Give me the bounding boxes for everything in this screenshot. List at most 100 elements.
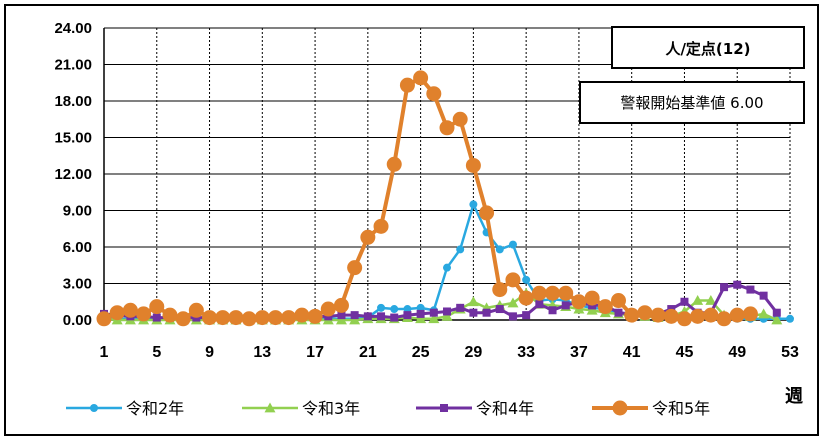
unit-box-text: 人/定点(12): [665, 40, 750, 58]
data-point: [96, 311, 112, 327]
data-point: [597, 299, 613, 315]
x-tick-label: 49: [728, 344, 746, 361]
x-tick-label: 33: [517, 344, 535, 361]
data-point: [771, 314, 783, 325]
y-tick-label: 6.00: [63, 239, 92, 256]
y-tick-label: 18.00: [54, 93, 92, 110]
data-point: [162, 307, 178, 323]
data-point: [416, 303, 425, 312]
y-tick-label: 0.00: [63, 312, 92, 329]
data-point: [452, 111, 468, 127]
grid-lines: [104, 27, 791, 321]
data-point: [386, 156, 402, 172]
data-point: [482, 308, 491, 317]
legend-item-3: 令和4年: [416, 399, 534, 418]
data-point: [614, 308, 623, 317]
legend: 令和2年 令和3年 令和4年 令和5年: [66, 399, 710, 418]
data-point: [390, 313, 399, 322]
x-tick-label: 29: [464, 344, 482, 361]
data-point: [692, 295, 704, 305]
data-point: [469, 200, 478, 209]
data-point: [443, 263, 451, 272]
data-point: [136, 306, 152, 322]
legend-label: 令和4年: [476, 399, 534, 418]
data-point: [505, 272, 521, 288]
data-point: [294, 307, 310, 323]
data-point: [507, 297, 519, 308]
data-point: [786, 314, 794, 323]
data-point: [349, 314, 361, 325]
data-point: [188, 302, 204, 318]
data-point: [428, 313, 440, 324]
data-point: [716, 311, 732, 327]
data-point: [759, 291, 768, 300]
y-tick-label: 9.00: [63, 203, 92, 220]
legend-marker: [90, 404, 98, 412]
data-point: [337, 311, 346, 320]
data-point: [215, 310, 231, 326]
y-tick-label: 3.00: [63, 276, 92, 293]
data-point: [720, 283, 729, 292]
x-tick-label: 21: [359, 344, 377, 361]
data-point: [333, 297, 349, 313]
data-point: [586, 304, 598, 315]
x-axis-label: 週: [785, 386, 803, 407]
y-tick-labels: 0.00 3.00 6.00 9.00 12.00 15.00 18.00 21.00 24.0…: [54, 20, 92, 329]
data-point: [733, 280, 742, 289]
data-point: [479, 205, 495, 221]
legend-label: 令和3年: [302, 399, 360, 418]
data-point: [495, 305, 504, 314]
data-point: [495, 245, 504, 254]
series-plot: [96, 70, 794, 327]
data-point: [467, 296, 479, 307]
data-point: [281, 310, 297, 326]
data-point: [350, 311, 359, 320]
legend-label: 令和2年: [126, 399, 184, 418]
data-point: [531, 285, 547, 301]
data-point: [746, 285, 755, 294]
legend-item-4: 令和5年: [592, 399, 710, 418]
data-point: [548, 306, 557, 315]
data-point: [426, 86, 442, 102]
threshold-box-text: 警報開始基準値 6.00: [620, 94, 763, 112]
data-point: [637, 305, 653, 321]
data-point: [518, 290, 534, 306]
data-point: [413, 70, 429, 86]
data-point: [758, 308, 770, 319]
data-point: [742, 306, 758, 322]
data-point: [373, 218, 389, 234]
data-point: [307, 308, 323, 324]
data-point: [254, 310, 270, 326]
unit-box: 人/定点(12): [611, 26, 805, 69]
data-point: [663, 308, 679, 324]
legend-marker: [612, 400, 628, 416]
data-point: [456, 303, 465, 312]
chart-frame: [4, 4, 819, 436]
data-point: [469, 308, 478, 317]
data-point: [403, 311, 412, 320]
data-point: [228, 310, 244, 326]
x-tick-label: 17: [306, 344, 324, 361]
data-point: [680, 297, 689, 306]
data-point: [443, 307, 451, 316]
data-point: [522, 311, 531, 320]
y-tick-label: 21.00: [54, 57, 92, 74]
data-point: [772, 308, 781, 317]
data-point: [377, 303, 386, 312]
data-point: [703, 307, 719, 323]
data-point: [360, 229, 376, 245]
data-point: [335, 314, 347, 325]
data-point: [571, 294, 587, 310]
legend-item-2: 令和3年: [242, 399, 360, 418]
legend-label: 令和5年: [652, 399, 710, 418]
data-point: [268, 310, 283, 326]
data-point: [320, 301, 336, 317]
data-point: [561, 301, 570, 310]
data-point: [558, 285, 574, 301]
data-point: [611, 293, 626, 309]
data-point: [149, 299, 165, 315]
data-point: [508, 240, 517, 249]
data-point: [456, 245, 465, 254]
x-tick-label: 5: [152, 344, 161, 361]
